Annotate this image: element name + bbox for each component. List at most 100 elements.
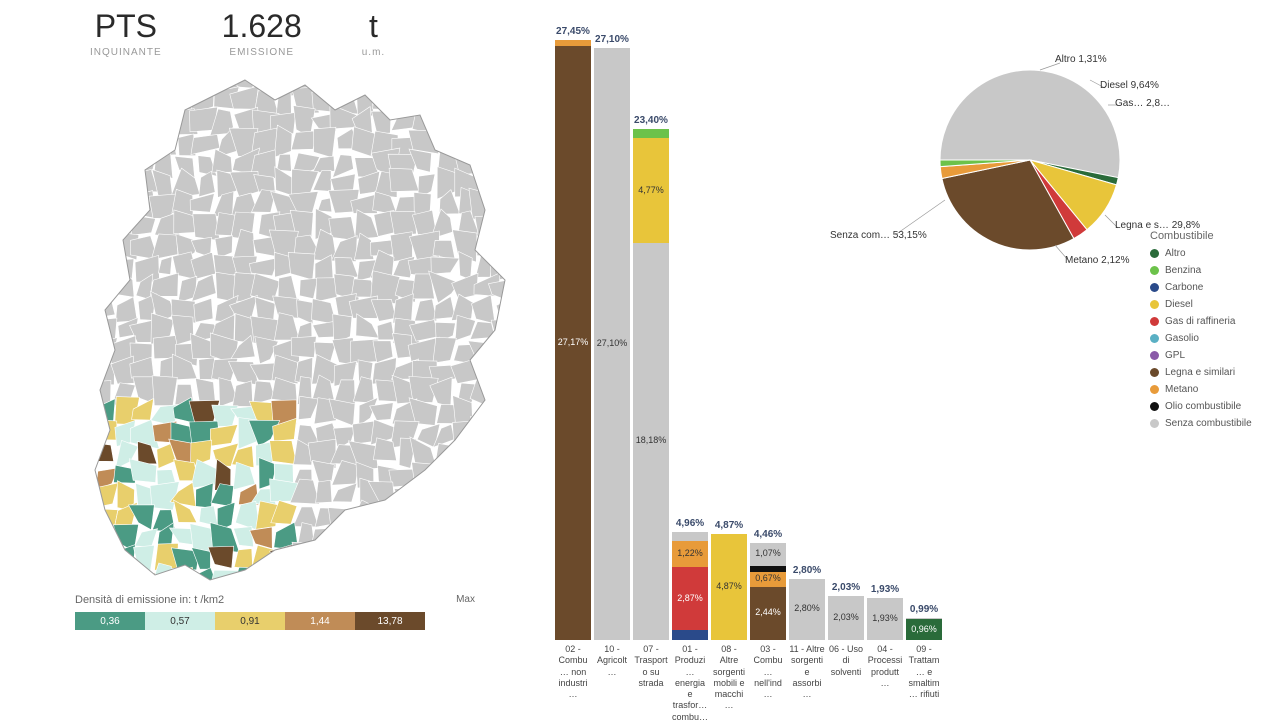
bar-segment[interactable]: 18,18% [633,243,669,640]
map-municipality[interactable] [150,70,175,94]
map-municipality[interactable] [332,483,356,502]
map-municipality[interactable] [372,70,392,89]
map-municipality[interactable] [495,129,515,158]
map-municipality[interactable] [350,546,376,568]
map-municipality[interactable] [132,112,159,135]
map-municipality[interactable] [389,168,419,191]
map-municipality[interactable] [470,417,497,447]
fuel-legend-item[interactable]: Altro [1150,248,1270,259]
map-municipality[interactable] [469,188,494,219]
map-municipality[interactable] [77,251,95,279]
bar-segment[interactable]: 0,96% [906,619,942,640]
map-municipality[interactable] [158,257,172,275]
map-municipality[interactable] [131,154,156,172]
bar-column[interactable]: 27,17%27,45%02 - Combu… non industri… [555,40,591,640]
stacked-bar-chart[interactable]: 27,17%27,45%02 - Combu… non industri…27,… [555,20,945,720]
map-municipality[interactable] [494,176,515,198]
map-municipality[interactable] [234,70,254,88]
map-municipality[interactable] [414,86,434,112]
map-municipality[interactable] [90,191,120,218]
map-municipality[interactable] [478,484,496,509]
map-municipality[interactable] [75,384,95,407]
map-municipality[interactable] [75,486,99,506]
map-municipality[interactable] [371,544,393,569]
bar-segment[interactable] [555,40,591,46]
map-municipality[interactable] [75,213,98,236]
map-municipality[interactable] [96,509,117,526]
fuel-legend-item[interactable]: Carbone [1150,282,1270,293]
map-municipality[interactable] [314,70,335,94]
map-municipality[interactable] [477,232,498,256]
map-municipality[interactable] [112,259,133,279]
fuel-legend-item[interactable]: Olio combustibile [1150,401,1270,412]
map-municipality[interactable] [391,504,415,532]
map-municipality[interactable] [435,87,455,112]
map-municipality[interactable] [117,70,135,96]
fuel-legend-item[interactable]: Gasolio [1150,333,1270,344]
map-municipality[interactable] [496,298,515,316]
map-municipality[interactable] [131,572,155,593]
fuel-legend-item[interactable]: Benzina [1150,265,1270,276]
map-municipality[interactable] [372,111,391,134]
map-municipality[interactable] [376,564,396,588]
map-municipality[interactable] [492,232,512,261]
bar-segment[interactable] [672,532,708,541]
map-municipality[interactable] [437,479,456,506]
map-municipality[interactable] [458,131,478,150]
map-municipality[interactable] [494,70,515,95]
map-municipality[interactable] [479,354,499,385]
map-municipality[interactable] [495,585,515,610]
map-municipality[interactable] [353,377,374,403]
map-municipality[interactable] [299,278,317,299]
map-municipality[interactable] [75,569,100,594]
map-municipality[interactable] [371,521,397,552]
map-municipality[interactable] [458,104,479,137]
map-municipality[interactable] [491,566,515,592]
bar-segment[interactable] [672,630,708,640]
map-municipality[interactable] [314,127,336,158]
map-municipality[interactable] [195,70,218,88]
map-municipality[interactable] [276,70,293,93]
map-municipality[interactable] [472,565,500,593]
map-municipality[interactable] [75,341,97,365]
map-municipality[interactable] [90,174,119,194]
map-municipality[interactable] [250,567,275,593]
map-municipality[interactable] [77,177,99,197]
map-municipality[interactable] [432,503,453,528]
bar-column[interactable]: 2,80%2,80%11 - Altre sorgenti e assorbi… [789,40,825,640]
map-municipality[interactable] [451,70,475,95]
map-municipality[interactable] [234,567,259,588]
map-municipality[interactable] [92,380,111,404]
map-municipality[interactable] [90,318,117,341]
map-municipality[interactable] [131,216,155,236]
bar-segment[interactable] [750,566,786,572]
map-municipality[interactable] [75,459,93,489]
map-municipality[interactable] [190,193,214,212]
map-municipality[interactable] [419,564,439,593]
map-municipality[interactable] [492,381,513,403]
fuel-legend-item[interactable]: Gas di raffineria [1150,316,1270,327]
map-municipality[interactable] [152,376,177,406]
map-municipality[interactable] [75,504,97,528]
map-municipality[interactable] [91,293,115,319]
fuel-legend-item[interactable]: Diesel [1150,299,1270,310]
map-municipality[interactable] [96,256,119,275]
map-municipality[interactable] [490,545,515,573]
map-municipality[interactable] [472,447,492,463]
map-municipality[interactable] [452,421,474,447]
map-municipality[interactable] [91,146,120,176]
map-municipality[interactable] [433,337,457,363]
map-municipality[interactable] [488,464,515,483]
map-municipality[interactable] [451,439,475,466]
map-municipality[interactable] [413,70,434,95]
map-municipality[interactable] [391,566,419,592]
map-municipality[interactable] [109,545,135,571]
map-municipality[interactable] [75,445,95,469]
map-municipality[interactable] [92,214,119,241]
map-municipality[interactable] [499,355,515,387]
map-municipality[interactable] [431,257,460,274]
map-municipality[interactable] [488,86,515,116]
map-municipality[interactable] [333,568,353,586]
map-municipality[interactable] [411,525,436,547]
map-municipality[interactable] [75,190,98,218]
